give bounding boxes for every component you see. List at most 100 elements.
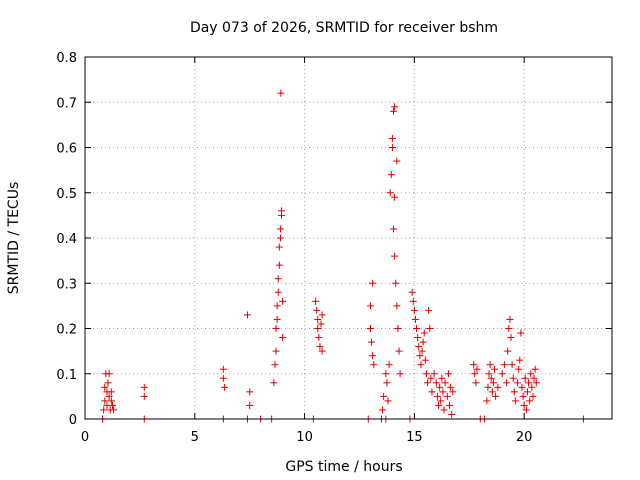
x-tick-label: 20 <box>516 430 533 445</box>
data-point <box>530 374 538 382</box>
data-point <box>246 401 254 409</box>
data-point <box>105 392 113 400</box>
data-point <box>390 225 398 233</box>
data-point <box>392 279 400 287</box>
data-point <box>446 401 454 409</box>
data-point <box>220 383 228 391</box>
data-point <box>279 297 287 305</box>
data-point <box>387 171 395 179</box>
data-point <box>410 306 418 314</box>
x-axis-label: GPS time / hours <box>285 459 402 475</box>
data-point <box>313 306 321 314</box>
data-point <box>420 329 428 337</box>
data-point <box>421 356 429 364</box>
y-tick-label: 0.1 <box>56 368 77 383</box>
data-point <box>393 157 401 165</box>
data-point <box>318 311 326 319</box>
x-tick-label: 15 <box>406 430 423 445</box>
y-tick-label: 0.7 <box>56 96 77 111</box>
data-point <box>411 315 419 323</box>
data-point <box>504 347 512 355</box>
data-point <box>270 379 278 387</box>
data-point <box>531 365 539 373</box>
y-axis-label: SRMTID / TECUs <box>6 182 22 295</box>
data-point <box>219 374 227 382</box>
data-point <box>383 379 391 387</box>
data-point <box>393 302 401 310</box>
data-point <box>390 107 398 115</box>
data-point <box>384 397 392 405</box>
data-point <box>388 134 396 142</box>
data-point <box>498 370 506 378</box>
data-point <box>419 338 427 346</box>
data-point <box>140 392 148 400</box>
data-point <box>517 329 525 337</box>
data-point <box>511 397 519 405</box>
data-point <box>510 388 518 396</box>
data-point <box>318 347 326 355</box>
data-point <box>415 343 423 351</box>
y-tick-label: 0.4 <box>56 232 77 247</box>
data-point <box>521 374 529 382</box>
data-point <box>391 193 399 201</box>
data-point <box>219 365 227 373</box>
data-point <box>473 365 481 373</box>
data-point <box>368 338 376 346</box>
data-point <box>448 410 456 418</box>
data-point <box>391 103 399 111</box>
data-point <box>271 361 279 369</box>
data-point <box>449 388 457 396</box>
data-point <box>516 356 524 364</box>
data-point <box>386 189 394 197</box>
data-point <box>276 234 284 242</box>
data-point <box>140 383 148 391</box>
data-point <box>279 334 287 342</box>
data-point <box>366 325 374 332</box>
data-point <box>486 361 494 369</box>
data-point <box>507 334 515 342</box>
data-point <box>444 370 452 378</box>
data-point <box>514 379 522 387</box>
data-point <box>525 379 533 387</box>
data-point <box>275 243 283 251</box>
data-point <box>100 406 108 414</box>
data-point <box>369 352 377 360</box>
data-point <box>105 370 113 378</box>
y-tick-label: 0.2 <box>56 323 77 338</box>
data-point <box>379 406 387 414</box>
data-point <box>413 325 421 332</box>
data-point <box>409 297 417 305</box>
chart-title: Day 073 of 2026, SRMTID for receiver bsh… <box>190 20 498 36</box>
data-point <box>424 379 432 387</box>
data-point <box>422 370 430 378</box>
grid-lines <box>85 57 612 419</box>
data-point <box>425 306 433 314</box>
data-point <box>508 361 516 369</box>
data-point <box>435 401 443 409</box>
data-point <box>314 315 322 323</box>
data-point <box>273 302 281 310</box>
data-point <box>414 334 422 342</box>
data-point <box>503 379 511 387</box>
data-point <box>519 392 527 400</box>
data-point <box>520 401 528 409</box>
data-point <box>418 347 426 355</box>
y-tick-label: 0 <box>69 413 77 428</box>
data-point <box>385 361 393 369</box>
data-point <box>417 361 425 369</box>
data-point <box>315 334 323 342</box>
plot-frame <box>84 56 613 420</box>
y-tick-label: 0.8 <box>56 51 77 66</box>
data-point <box>396 370 404 378</box>
data-point <box>391 252 399 260</box>
data-point <box>500 361 508 369</box>
data-point <box>272 325 280 332</box>
data-point <box>312 297 320 305</box>
y-tick-label: 0.5 <box>56 187 77 202</box>
data-point <box>316 343 324 351</box>
data-point <box>439 388 447 396</box>
data-point <box>491 365 499 373</box>
data-point <box>522 406 530 414</box>
data-point <box>278 207 286 215</box>
data-point <box>317 320 325 328</box>
